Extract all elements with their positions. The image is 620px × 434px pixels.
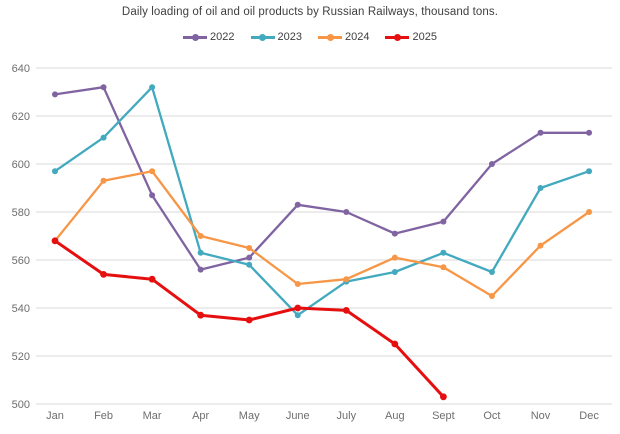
x-axis-tick-label: July — [337, 410, 357, 422]
series-marker-2023-Mar — [149, 84, 156, 91]
y-axis-tick-label: 520 — [12, 351, 30, 363]
series-marker-2022-Oct — [488, 161, 495, 167]
series-marker-2025-Apr — [197, 311, 205, 319]
x-axis-tick-label: May — [239, 410, 260, 422]
series-marker-2023-Jan — [52, 168, 58, 175]
series-marker-2023-Dec — [586, 168, 593, 175]
legend-swatch-2024-icon — [318, 33, 342, 41]
series-marker-2024-July — [343, 276, 350, 283]
series-marker-2022-July — [343, 209, 350, 215]
series-marker-2024-Feb — [100, 177, 107, 184]
x-axis-tick-label: Feb — [94, 410, 113, 422]
series-marker-2025-Sept — [440, 393, 447, 401]
series-marker-2025-July — [342, 307, 350, 314]
series-marker-2024-May — [246, 245, 253, 251]
chart-title: Daily loading of oil and oil products by… — [121, 6, 499, 18]
chart-legend: 2022 2023 2024 2025 — [0, 31, 620, 43]
y-axis-tick-label: 560 — [12, 255, 30, 267]
series-marker-2023-Sept — [440, 249, 447, 256]
y-axis-tick-label: 600 — [12, 159, 30, 171]
x-axis-tick-label: Sept — [432, 410, 455, 422]
y-axis-tick-label: 640 — [12, 63, 30, 75]
y-axis-tick-label: 500 — [12, 399, 30, 411]
series-marker-2025-Feb — [100, 271, 107, 278]
series-marker-2023-Feb — [100, 134, 107, 141]
series-marker-2025-June — [294, 304, 302, 312]
series-marker-2024-Apr — [197, 233, 204, 239]
y-axis-tick-label: 540 — [12, 303, 30, 315]
legend-swatch-2022-icon — [183, 33, 208, 41]
legend-item-2025: 2025 — [385, 31, 437, 43]
series-marker-2022-May — [246, 254, 253, 261]
x-axis-tick-label: Mar — [143, 410, 162, 422]
legend-label-2025: 2025 — [412, 31, 437, 43]
x-axis-tick-label: Jan — [46, 410, 64, 422]
legend-label-2023: 2023 — [277, 31, 302, 43]
series-marker-2022-Apr — [197, 266, 204, 273]
y-axis-tick-label: 620 — [12, 111, 30, 123]
series-marker-2024-Mar — [149, 168, 156, 175]
series-marker-2022-Nov — [537, 129, 544, 136]
series-marker-2024-Oct — [488, 293, 495, 299]
series-marker-2022-Feb — [100, 84, 107, 91]
series-marker-2023-Aug — [391, 269, 398, 275]
series-marker-2025-Mar — [148, 275, 156, 283]
series-marker-2023-Nov — [537, 185, 544, 191]
series-line-2022 — [53, 86, 591, 271]
series-marker-2023-Oct — [488, 269, 495, 275]
series-marker-2023-June — [294, 312, 301, 319]
series-marker-2022-Aug — [391, 230, 398, 237]
series-marker-2025-May — [245, 316, 253, 324]
x-axis-tick-label: Oct — [483, 410, 500, 422]
legend-item-2023: 2023 — [250, 31, 302, 43]
series-marker-2023-May — [246, 261, 253, 268]
x-axis-tick-label: Dec — [579, 410, 599, 422]
series-marker-2023-Apr — [197, 249, 204, 256]
x-axis-tick-label: Apr — [192, 410, 209, 422]
series-marker-2024-June — [294, 281, 301, 287]
x-axis-tick-label: June — [286, 410, 310, 422]
series-marker-2022-Dec — [586, 129, 593, 136]
legend-item-2022: 2022 — [183, 31, 235, 43]
series-marker-2025-Jan — [51, 237, 59, 245]
series-marker-2024-Aug — [391, 254, 398, 261]
series-marker-2022-June — [294, 201, 301, 208]
y-axis-tick-label: 580 — [12, 207, 30, 219]
series-marker-2024-Dec — [586, 209, 593, 215]
series-marker-2025-Aug — [391, 340, 399, 348]
series-marker-2022-Jan — [52, 91, 58, 98]
series-marker-2022-Sept — [440, 218, 447, 225]
legend-item-2024: 2024 — [318, 31, 369, 43]
series-line-2024 — [53, 170, 591, 298]
legend-swatch-2023-icon — [250, 33, 275, 41]
legend-label-2024: 2024 — [345, 31, 370, 43]
x-axis-tick-label: Aug — [385, 410, 405, 422]
series-marker-2022-Mar — [149, 192, 156, 199]
series-marker-2024-Nov — [537, 242, 544, 249]
series-marker-2024-Sept — [440, 264, 447, 271]
x-axis-tick-label: Nov — [531, 410, 551, 422]
legend-label-2022: 2022 — [210, 31, 235, 43]
legend-swatch-2025-icon — [385, 33, 410, 41]
series-line-2023 — [53, 86, 591, 317]
